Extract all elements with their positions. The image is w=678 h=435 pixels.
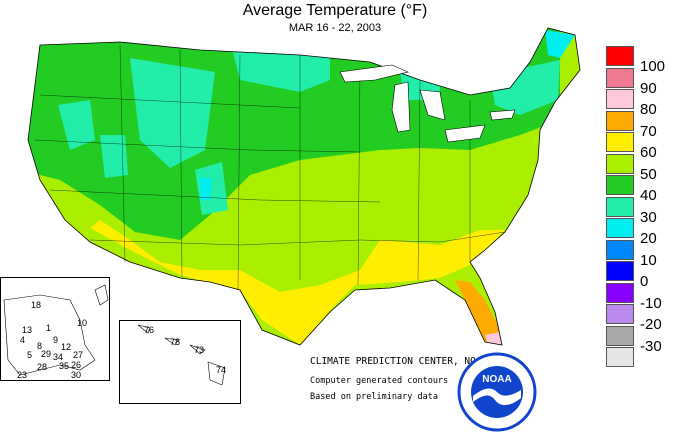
- noaa-logo-icon: NOAA: [457, 352, 537, 432]
- legend-item: -10: [606, 282, 678, 312]
- alaska-station-label: 1: [46, 323, 52, 333]
- legend-item: -30: [606, 325, 678, 355]
- great-lakes: [339, 64, 516, 143]
- hawaii-station-label: 78: [170, 337, 181, 347]
- alaska-station-label: 10: [77, 318, 88, 328]
- alaska-station-label: 35: [59, 361, 70, 371]
- legend-swatch: [606, 89, 634, 109]
- alaska-station-label: 4: [20, 335, 26, 345]
- legend-label: 40: [640, 187, 657, 204]
- logo-text: NOAA: [482, 374, 511, 385]
- legend-swatch: [606, 67, 634, 88]
- legend-swatch: [606, 46, 634, 66]
- legend-item: 20: [606, 218, 678, 247]
- legend-swatch: [606, 239, 634, 260]
- legend-swatch: [606, 175, 634, 195]
- alaska-station-label: 34: [53, 352, 64, 362]
- legend-label: 50: [640, 165, 657, 183]
- alaska-station-label: 29: [41, 349, 52, 359]
- legend-label: 90: [640, 79, 657, 97]
- legend-item: 0: [606, 261, 678, 290]
- legend-swatch-bottom: [606, 347, 634, 367]
- alaska-station-label: 28: [37, 362, 48, 372]
- legend-swatch: [606, 218, 634, 238]
- legend-label: 10: [640, 251, 657, 269]
- alaska-station-label: 9: [53, 335, 59, 345]
- map-title: Average Temperature (°F): [242, 2, 428, 19]
- legend-item: 40: [606, 175, 678, 204]
- legend-label: 70: [640, 122, 657, 140]
- legend-swatch: [606, 132, 634, 152]
- legend-item: 80: [606, 89, 678, 118]
- legend-item: 10: [606, 239, 678, 269]
- legend-label: -10: [640, 294, 662, 312]
- alaska-station-label: 23: [17, 370, 28, 380]
- hawaii-inset: 76 78 73 74: [119, 320, 241, 404]
- legend-item: 90: [606, 67, 678, 97]
- legend-item: [606, 347, 678, 369]
- legend-item: 60: [606, 132, 678, 161]
- legend-swatch: [606, 110, 634, 131]
- legend-item: -20: [606, 304, 678, 333]
- alaska-station-label: 8: [37, 341, 43, 351]
- alaska-station-label: 27: [73, 350, 84, 360]
- legend-item: 100: [606, 46, 678, 75]
- legend-swatch: [606, 304, 634, 324]
- legend-swatch: [606, 325, 634, 346]
- alaska-station-label: 30: [71, 370, 82, 380]
- legend-label: 0: [640, 273, 649, 290]
- map-subtitle: MAR 16 - 22, 2003: [288, 22, 382, 34]
- legend-label: -30: [640, 337, 662, 355]
- legend-label: 100: [640, 58, 666, 75]
- legend-label: 30: [640, 208, 657, 226]
- legend-swatch: [606, 261, 634, 281]
- credit-center: CLIMATE PREDICTION CENTER, NOAA: [310, 356, 488, 367]
- alaska-station-label: 18: [31, 300, 42, 310]
- alaska-station-label: 13: [22, 325, 33, 335]
- hawaii-station-label: 73: [194, 345, 205, 355]
- color-legend: 100 90 80 70 60 50 40 30 20 10 0 -10 -20…: [606, 46, 678, 369]
- legend-item: 70: [606, 110, 678, 140]
- legend-label: 80: [640, 101, 657, 118]
- alaska-inset: 18 10 13 4 1 9 8 12 29 34 27 5 26 28 35 …: [0, 277, 110, 381]
- credit-contours: Computer generated contours: [310, 376, 449, 386]
- legend-item: 30: [606, 196, 678, 226]
- alaska-station-label: 26: [71, 360, 82, 370]
- hawaii-station-label: 74: [216, 365, 227, 375]
- credit-data: Based on preliminary data: [310, 392, 438, 402]
- legend-swatch: [606, 196, 634, 217]
- alaska-station-label: 12: [61, 342, 72, 352]
- legend-label: -20: [640, 316, 662, 333]
- legend-label: 20: [640, 230, 657, 247]
- legend-swatch: [606, 282, 634, 303]
- legend-swatch: [606, 153, 634, 174]
- legend-item: 50: [606, 153, 678, 183]
- alaska-station-label: 5: [27, 350, 33, 360]
- hawaii-station-label: 76: [144, 325, 155, 335]
- legend-label: 60: [640, 144, 657, 161]
